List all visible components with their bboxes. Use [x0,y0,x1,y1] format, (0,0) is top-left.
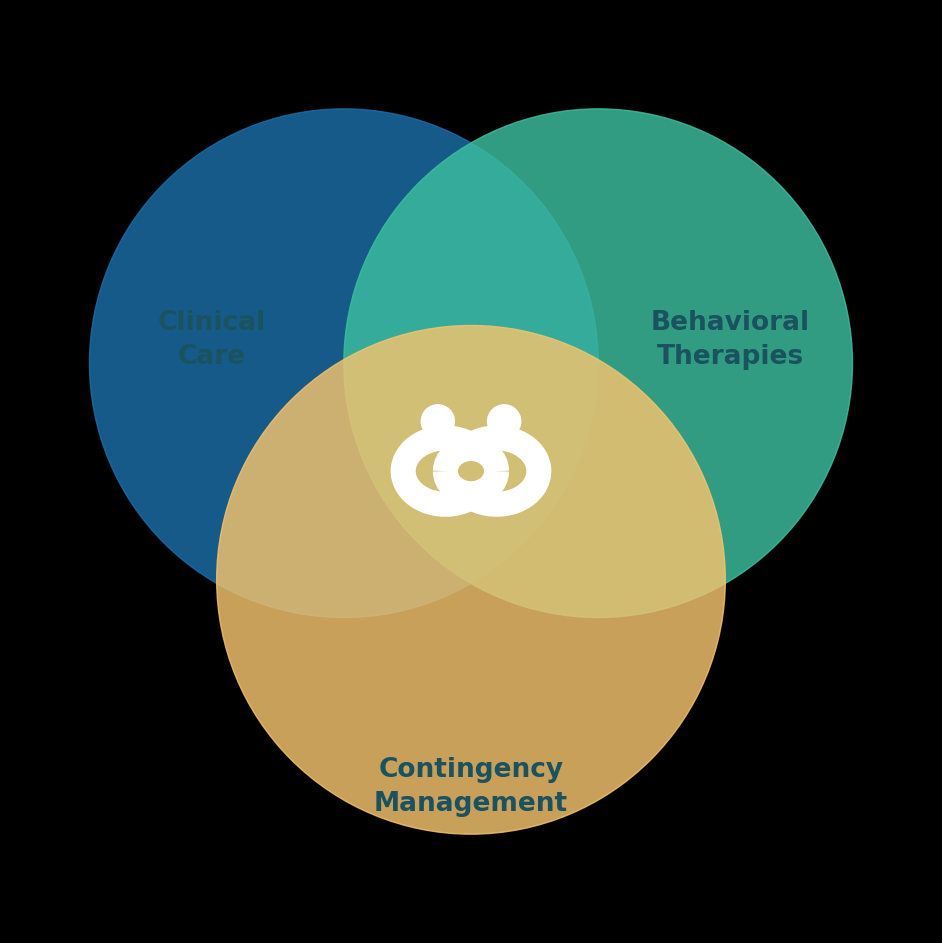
Text: Contingency
Management: Contingency Management [374,757,568,817]
Circle shape [488,405,521,438]
Text: Clinical
Care: Clinical Care [158,309,266,370]
Circle shape [89,108,598,618]
Text: Behavioral
Therapies: Behavioral Therapies [651,309,809,370]
Circle shape [217,325,725,835]
Circle shape [421,405,454,438]
Circle shape [344,108,853,618]
